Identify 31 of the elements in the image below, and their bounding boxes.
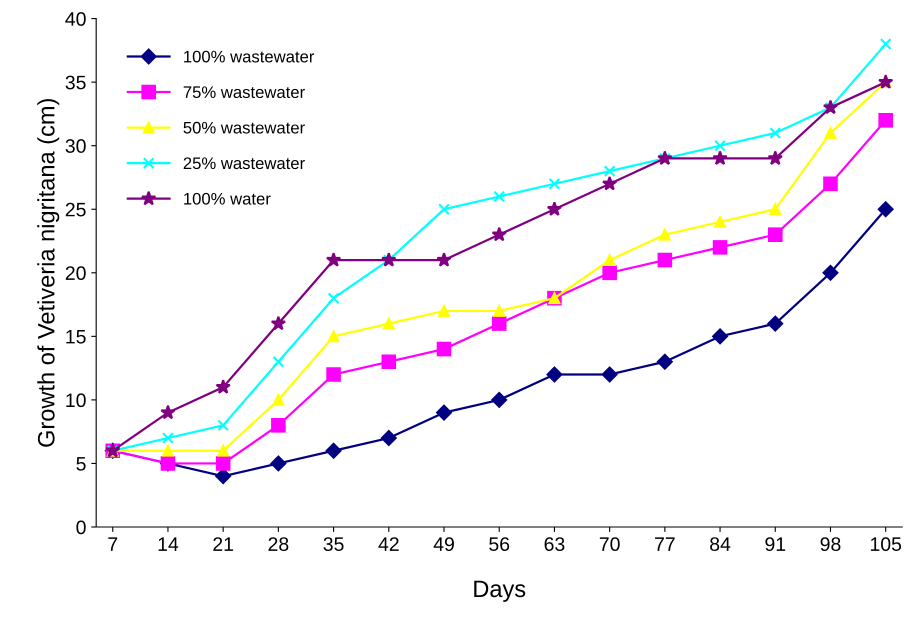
legend-label: 75% wastewater [184,86,305,98]
x-tick-label: 63 [544,537,564,552]
x-tick-label: 21 [213,537,234,551]
x-tick-label: 98 [820,537,840,552]
x-tick-label: 91 [765,537,786,552]
x-tick-label: 14 [158,537,178,551]
legend-label: 100% wastewater [184,50,314,63]
y-tick-label: 30 [66,139,86,153]
y-axis-title: Growth of Vetiveria nigritana (cm) [37,99,60,447]
y-tick-label: 0 [76,520,86,534]
y-tick-label: 5 [76,457,86,471]
legend-label: 25% wastewater [184,157,305,170]
x-tick-label: 77 [655,537,675,551]
y-tick-label: 25 [66,202,86,216]
x-tick-label: 105 [870,537,902,552]
legend-label: 100% water [184,192,271,205]
x-tick-label: 7 [108,537,118,551]
legend-label: 50% wastewater [184,122,305,134]
y-tick-label: 10 [66,393,86,408]
x-tick-label: 28 [268,537,288,552]
y-tick-label: 20 [66,266,86,280]
x-tick-label: 56 [489,537,510,552]
x-tick-label: 70 [600,537,620,552]
x-tick-label: 49 [434,537,454,552]
x-tick-label: 35 [324,537,344,552]
y-tick-label: 40 [65,12,86,26]
y-tick-label: 35 [66,76,86,90]
x-tick-label: 84 [710,537,730,552]
x-axis-title: Days [474,580,526,602]
y-tick-label: 15 [66,330,86,344]
x-tick-label: 42 [378,537,399,551]
